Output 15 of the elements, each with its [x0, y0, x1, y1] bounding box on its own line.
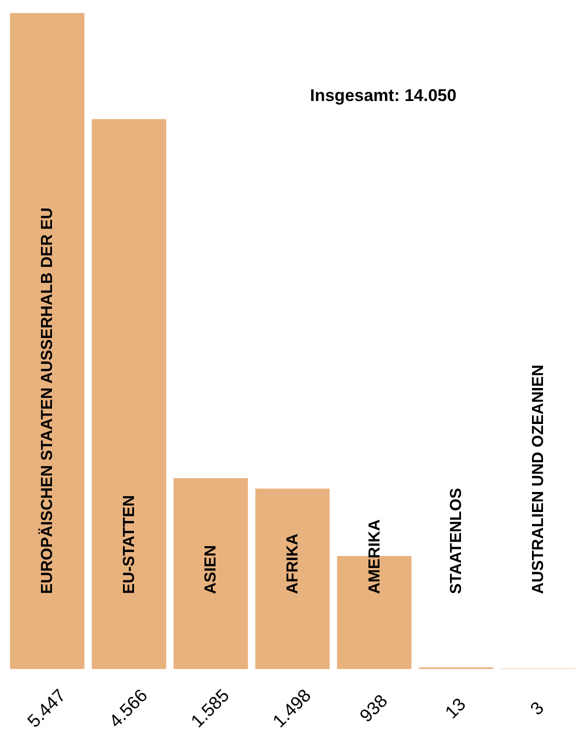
bar — [174, 478, 248, 669]
bar — [10, 13, 84, 669]
data-label: 13 — [441, 694, 470, 722]
bar — [255, 488, 330, 669]
x-tick-label: EUROPÄISCHEN STAATEN AUSSERHALB DER EU — [38, 208, 56, 594]
x-tick-label: ASIEN — [202, 545, 220, 594]
annotation: Insgesamt: 14.050 — [310, 86, 456, 105]
x-tick-label: AFRIKA — [284, 533, 302, 594]
data-label: 938 — [356, 690, 392, 726]
x-tick-label: EU-STATTEN — [120, 495, 138, 594]
x-tick-label: STAATENLOS — [448, 488, 466, 594]
bar — [92, 119, 166, 669]
x-tick-label: AMERIKA — [366, 518, 384, 594]
data-label: 3 — [526, 698, 548, 719]
x-tick-label: AUSTRALIEN UND OZEANIEN — [530, 364, 547, 594]
